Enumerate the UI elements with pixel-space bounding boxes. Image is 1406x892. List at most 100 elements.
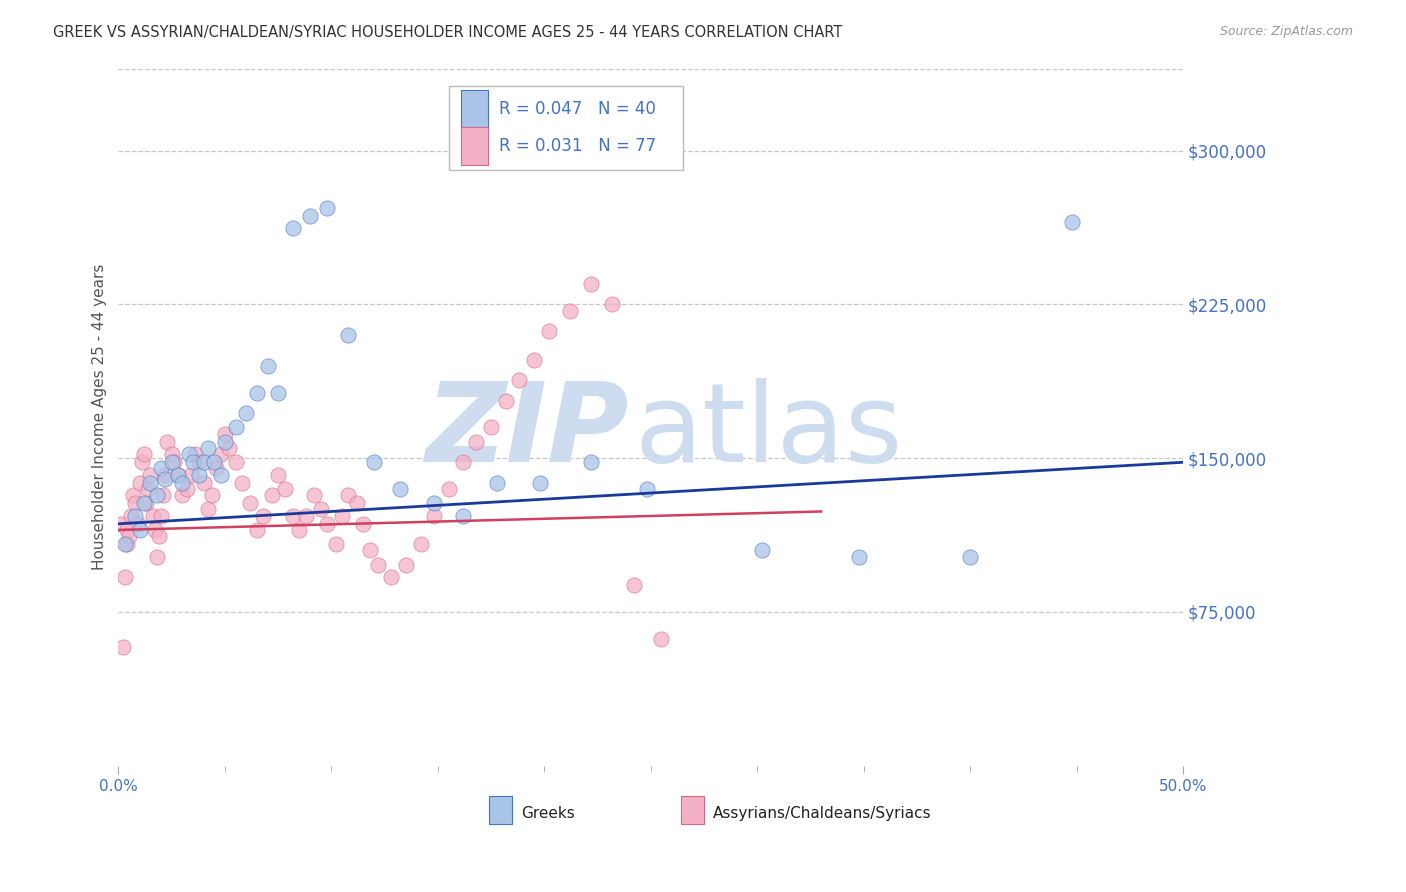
- Point: [299, 209, 322, 223]
- Point: [150, 461, 173, 475]
- Point: [295, 508, 318, 523]
- Point: [281, 221, 304, 235]
- Text: GREEK VS ASSYRIAN/CHALDEAN/SYRIAC HOUSEHOLDER INCOME AGES 25 - 44 YEARS CORRELAT: GREEK VS ASSYRIAN/CHALDEAN/SYRIAC HOUSEH…: [53, 25, 842, 40]
- Point: [143, 523, 166, 537]
- Point: [146, 549, 169, 564]
- Point: [110, 516, 132, 531]
- Point: [124, 508, 146, 523]
- Point: [246, 385, 269, 400]
- Point: [486, 475, 509, 490]
- Point: [235, 406, 257, 420]
- Point: [309, 502, 332, 516]
- Point: [205, 461, 228, 475]
- Point: [193, 475, 215, 490]
- Point: [111, 640, 134, 654]
- Text: R = 0.031   N = 77: R = 0.031 N = 77: [499, 137, 655, 155]
- Point: [225, 455, 247, 469]
- Point: [114, 537, 136, 551]
- Point: [181, 455, 204, 469]
- Point: [136, 482, 159, 496]
- Point: [304, 488, 326, 502]
- Point: [267, 385, 290, 400]
- Point: [184, 447, 207, 461]
- Point: [122, 488, 145, 502]
- Point: [239, 496, 262, 510]
- Point: [537, 324, 560, 338]
- Point: [848, 549, 870, 564]
- Point: [128, 523, 150, 537]
- Point: [135, 496, 157, 510]
- Point: [316, 201, 339, 215]
- Point: [422, 496, 444, 510]
- Point: [579, 455, 602, 469]
- Point: [453, 508, 475, 523]
- Point: [523, 352, 546, 367]
- Point: [352, 516, 374, 531]
- Point: [465, 434, 488, 449]
- Point: [118, 529, 141, 543]
- Point: [163, 455, 186, 469]
- Point: [273, 482, 295, 496]
- Point: [558, 303, 581, 318]
- Point: [141, 508, 163, 523]
- Point: [252, 508, 274, 523]
- Point: [148, 529, 170, 543]
- Point: [288, 523, 311, 537]
- Point: [152, 488, 174, 502]
- Point: [128, 475, 150, 490]
- Bar: [461, 127, 488, 165]
- Point: [160, 455, 183, 469]
- Point: [214, 434, 236, 449]
- Point: [115, 537, 138, 551]
- Point: [209, 467, 232, 482]
- Point: [155, 467, 177, 482]
- Point: [172, 488, 194, 502]
- Point: [202, 455, 225, 469]
- Point: [650, 632, 672, 646]
- Point: [167, 467, 190, 482]
- Point: [260, 488, 283, 502]
- Point: [346, 496, 368, 510]
- Point: [115, 523, 138, 537]
- Point: [188, 455, 211, 469]
- Point: [367, 558, 389, 572]
- Point: [602, 297, 624, 311]
- Point: [508, 373, 530, 387]
- Point: [325, 537, 347, 551]
- Point: [146, 488, 169, 502]
- Point: [176, 482, 198, 496]
- Point: [453, 455, 475, 469]
- Point: [127, 516, 149, 531]
- Point: [579, 277, 602, 291]
- Point: [231, 475, 253, 490]
- Point: [139, 475, 162, 490]
- Point: [636, 482, 658, 496]
- Point: [225, 420, 247, 434]
- Point: [330, 508, 353, 523]
- Point: [150, 508, 173, 523]
- Point: [388, 482, 411, 496]
- Point: [281, 508, 304, 523]
- Point: [1062, 215, 1084, 229]
- Point: [363, 455, 385, 469]
- Point: [246, 523, 269, 537]
- Point: [337, 328, 360, 343]
- Point: [155, 472, 177, 486]
- Point: [180, 467, 202, 482]
- Bar: [461, 90, 488, 128]
- Point: [380, 570, 402, 584]
- Point: [114, 570, 136, 584]
- Point: [201, 488, 224, 502]
- Point: [167, 467, 190, 482]
- FancyBboxPatch shape: [449, 86, 683, 169]
- Point: [359, 543, 381, 558]
- Point: [214, 426, 236, 441]
- Bar: [681, 797, 704, 824]
- Point: [623, 578, 645, 592]
- Point: [256, 359, 278, 373]
- Point: [172, 475, 194, 490]
- Bar: [489, 797, 512, 824]
- Point: [131, 455, 153, 469]
- Point: [422, 508, 444, 523]
- Point: [139, 467, 162, 482]
